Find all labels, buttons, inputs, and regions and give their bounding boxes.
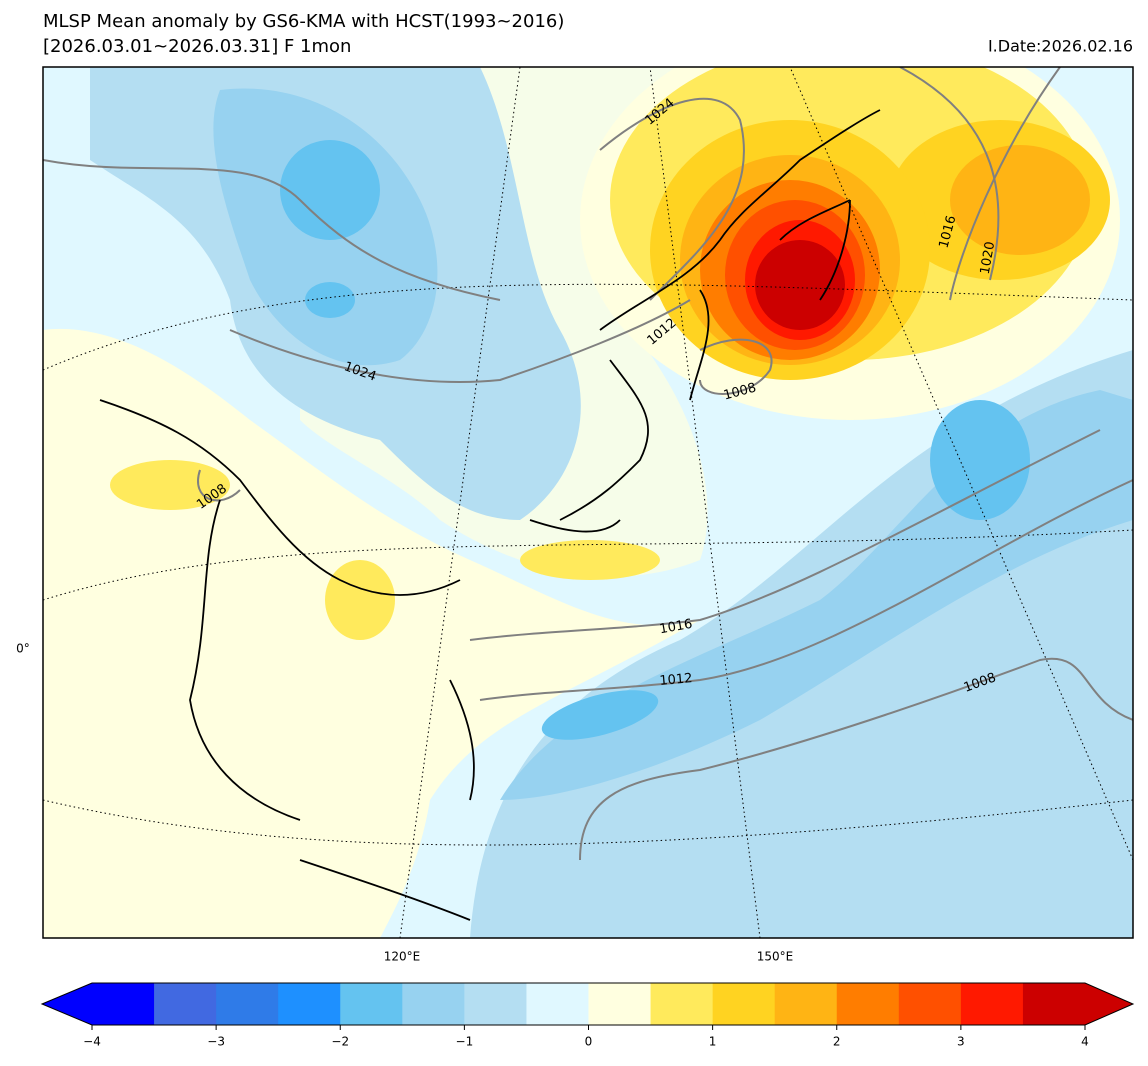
contour-label: 1012 [659, 671, 693, 689]
contour-label: 1020 [978, 240, 999, 275]
map-frame [42, 66, 1134, 939]
lat-label: 0° [16, 642, 30, 656]
colorbar-tick-label: −4 [83, 1035, 101, 1049]
contour-label: 1016 [658, 617, 693, 638]
colorbar: −4 −3 −2 −1 0 1 2 3 4 [40, 982, 1135, 1049]
colorbar-segment [1022, 983, 1086, 1025]
colorbar-tick-label: −3 [207, 1035, 225, 1049]
colorbar-tick-label: 2 [833, 1035, 841, 1049]
colorbar-segment [340, 983, 403, 1025]
colorbar-over [1085, 983, 1133, 1025]
colorbar-segment [650, 983, 714, 1025]
colorbar-segment [588, 983, 652, 1025]
colorbar-segment [402, 983, 465, 1025]
colorbar-segment [712, 983, 776, 1025]
colorbar-segment [278, 983, 341, 1025]
colorbar-tick-label: 0 [585, 1035, 593, 1049]
colorbar-segment [960, 983, 1024, 1025]
colorbar-segment [464, 983, 527, 1025]
lon-label: 150°E [757, 950, 794, 964]
colorbar-segment [526, 983, 589, 1025]
colorbar-tick-label: 1 [709, 1035, 717, 1049]
colorbar-tick-label: −2 [331, 1035, 349, 1049]
colorbar-segment [92, 983, 155, 1025]
title-line1: MLSP Mean anomaly by GS6-KMA with HCST(1… [43, 11, 564, 32]
init-date: I.Date:2026.02.16 [988, 37, 1133, 56]
title-line2: [2026.03.01~2026.03.31] F 1mon [43, 36, 351, 57]
colorbar-tick-label: 3 [957, 1035, 965, 1049]
colorbar-tick-label: −1 [456, 1035, 474, 1049]
colorbar-segment [216, 983, 279, 1025]
lon-label: 120°E [384, 950, 421, 964]
colorbar-segment [898, 983, 962, 1025]
colorbar-segment [154, 983, 217, 1025]
colorbar-segment [836, 983, 900, 1025]
map-field [43, 67, 1133, 938]
colorbar-segment [774, 983, 838, 1025]
colorbar-under [42, 983, 92, 1025]
colorbar-tick-label: 4 [1081, 1035, 1089, 1049]
